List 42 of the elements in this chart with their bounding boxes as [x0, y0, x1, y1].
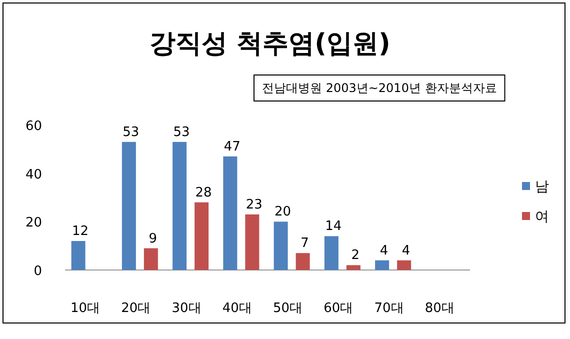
x-tick-label: 20대	[121, 301, 151, 316]
bar	[223, 156, 238, 270]
bar	[71, 241, 86, 270]
data-label: 2	[351, 248, 360, 264]
data-label: 7	[300, 236, 309, 252]
data-label: 12	[72, 224, 89, 239]
bar	[296, 253, 310, 270]
data-label: 53	[122, 124, 140, 140]
bar	[397, 260, 412, 270]
x-tick-label: 30대	[172, 301, 202, 316]
bar	[172, 142, 187, 270]
bar	[144, 248, 158, 270]
data-label: 28	[195, 185, 212, 200]
data-label: 20	[274, 204, 292, 220]
y-tick-label: 20	[25, 216, 42, 231]
bar	[324, 236, 338, 270]
legend-label: 여	[535, 209, 549, 225]
bar	[122, 142, 136, 270]
text: 전남대병원 2003년~2010년 환자분석자료	[262, 81, 497, 95]
x-tick-label: 10대	[70, 301, 100, 316]
x-tick-label: 50대	[273, 301, 303, 316]
bar	[194, 202, 209, 270]
data-label: 9	[148, 231, 158, 246]
bar	[346, 265, 360, 270]
y-tick-label: 60	[25, 119, 42, 134]
bar	[375, 260, 390, 270]
data-label: 53	[173, 124, 190, 140]
data-label: 14	[325, 219, 342, 234]
legend-label: 남	[535, 179, 549, 195]
data-label: 4	[402, 243, 410, 258]
y-tick-label: 40	[25, 167, 42, 182]
bar	[245, 214, 260, 270]
x-tick-label: 60대	[324, 301, 354, 316]
x-tick-label: 70대	[374, 301, 404, 316]
chart-title: 강직성 척추염(입원)	[150, 29, 390, 59]
x-tick-label: 80대	[424, 301, 454, 316]
data-label: 23	[246, 197, 262, 212]
bar	[274, 222, 288, 270]
x-tick-label: 40대	[222, 301, 252, 316]
data-label: 4	[380, 243, 388, 258]
data-label: 47	[224, 139, 240, 154]
y-tick-label: 0	[34, 264, 42, 279]
